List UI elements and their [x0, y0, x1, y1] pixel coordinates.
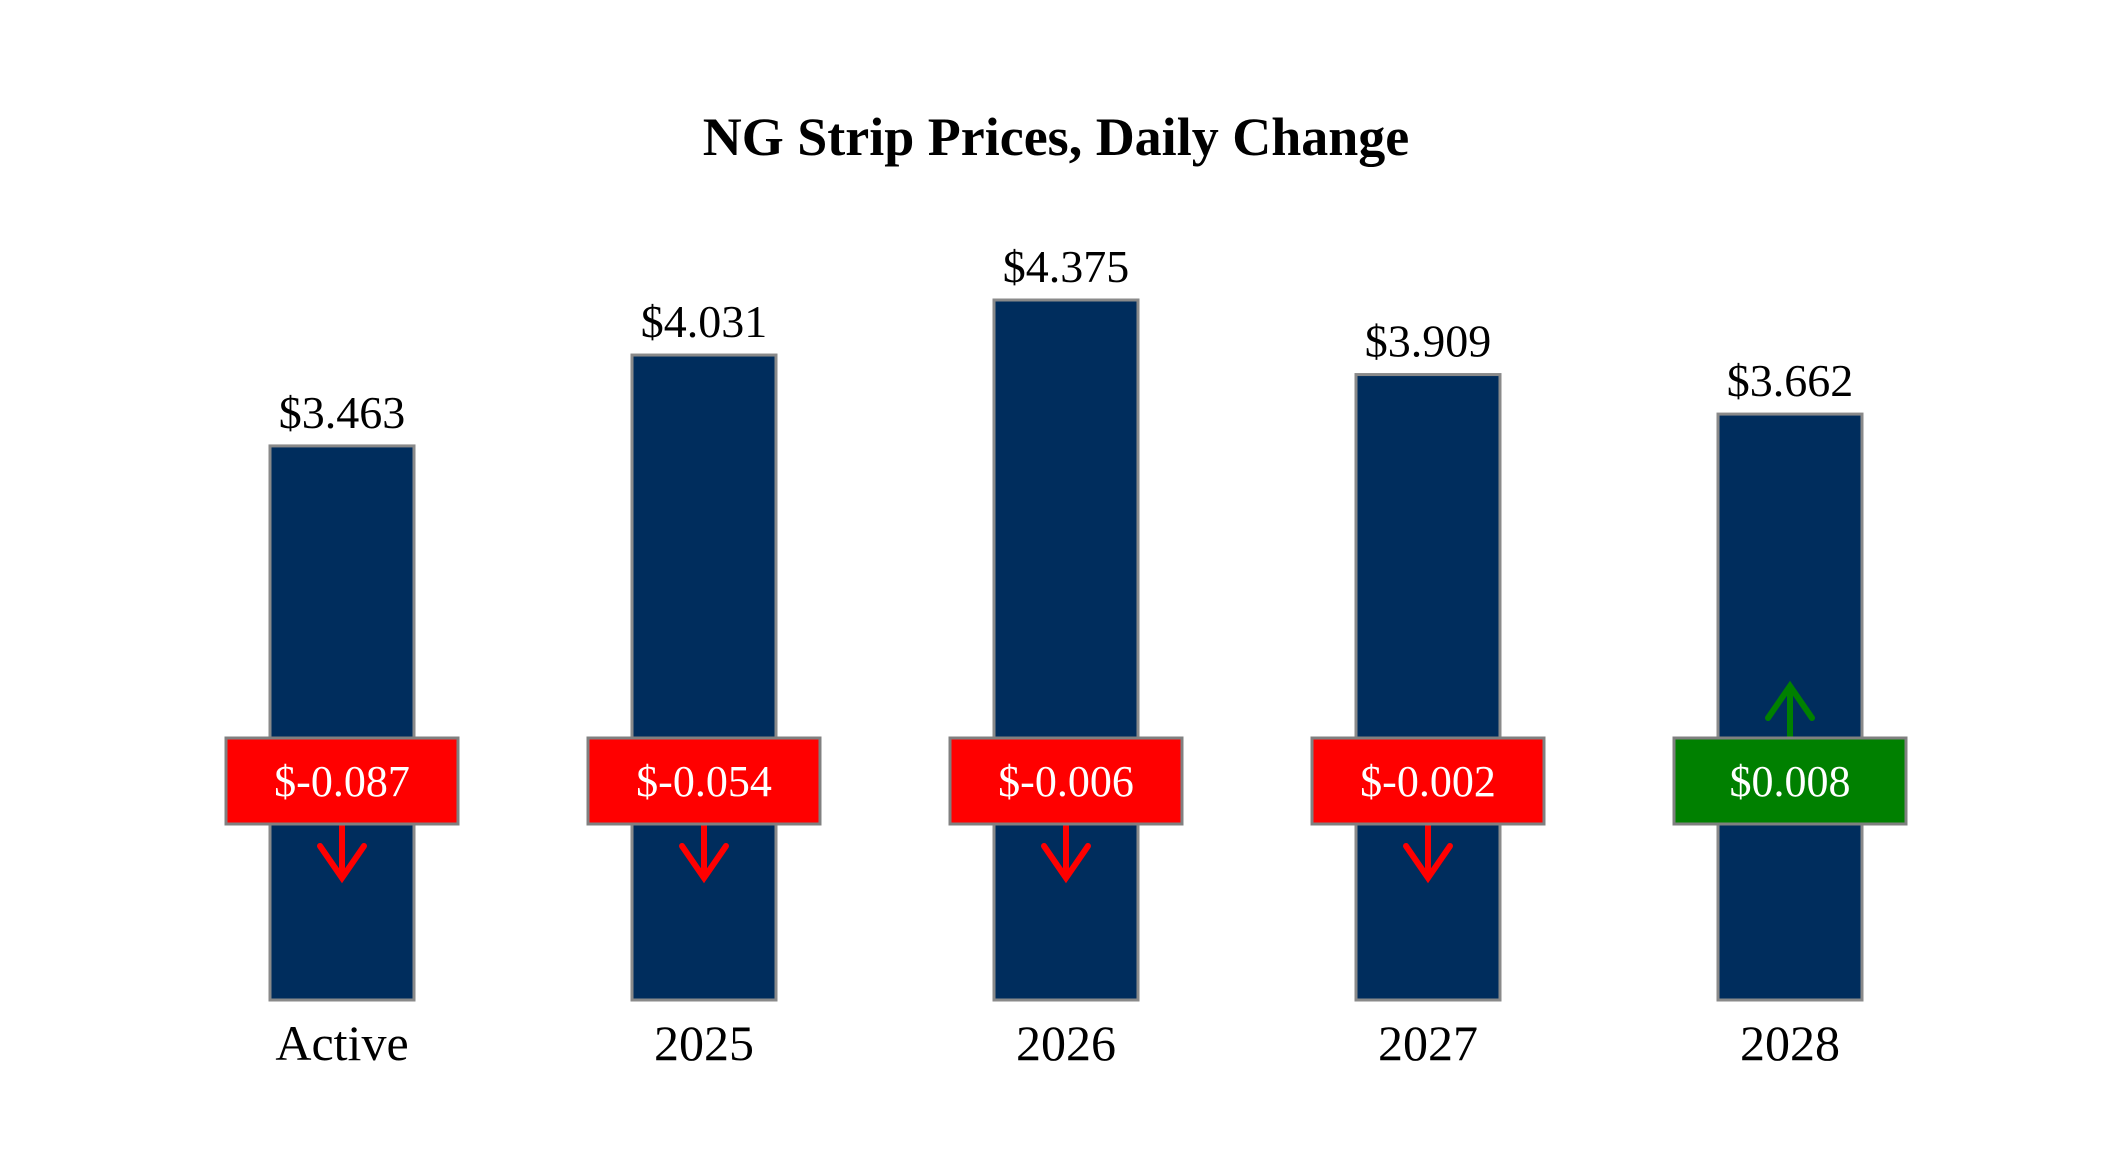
change-label: $0.008 [1730, 757, 1851, 806]
x-tick-label: 2027 [1378, 1015, 1478, 1071]
arrow-down-icon-head [317, 843, 367, 884]
x-tick-label: 2026 [1016, 1015, 1116, 1071]
bar [630, 353, 778, 1002]
bar [268, 444, 416, 1002]
arrow-down-icon-head [1041, 843, 1091, 884]
bar-value-label: $3.909 [1365, 316, 1492, 367]
change-box [586, 736, 822, 826]
arrow-down-icon-head [679, 843, 729, 884]
change-label: $-0.054 [636, 757, 772, 806]
bar [1354, 373, 1502, 1002]
change-box [224, 736, 460, 826]
change-box [1310, 736, 1546, 826]
x-tick-label: 2025 [654, 1015, 754, 1071]
arrow-up-icon-head [1765, 680, 1815, 721]
value-labels-layer: $3.463 $4.031 $4.375 $3.909 $3.662 [279, 241, 1854, 438]
arrow-down-icon-head [1403, 843, 1453, 884]
change-box [948, 736, 1184, 826]
change-label: $-0.087 [274, 757, 410, 806]
bar-value-label: $4.375 [1003, 241, 1130, 292]
tick-labels-layer: Active 2025 2026 2027 2028 [275, 1015, 1840, 1071]
bar [992, 298, 1140, 1002]
bar-value-label: $4.031 [641, 296, 768, 347]
change-indicator: $-0.002 [1310, 736, 1546, 884]
x-tick-label: Active [275, 1015, 408, 1071]
x-tick-label: 2028 [1740, 1015, 1840, 1071]
change-indicator: $0.008 [1672, 680, 1908, 826]
change-indicator: $-0.006 [948, 736, 1184, 884]
chart-title: NG Strip Prices, Daily Change [703, 107, 1409, 167]
change-label: $-0.002 [1360, 757, 1496, 806]
change-indicator: $-0.054 [586, 736, 822, 884]
bar-value-label: $3.463 [279, 387, 406, 438]
change-box [1672, 736, 1908, 826]
change-layer: $-0.087 $-0.054 $-0.006 $-0.002 $0.008 [224, 680, 1908, 884]
change-indicator: $-0.087 [224, 736, 460, 884]
bar-value-label: $3.662 [1727, 355, 1854, 406]
change-label: $-0.006 [998, 757, 1134, 806]
